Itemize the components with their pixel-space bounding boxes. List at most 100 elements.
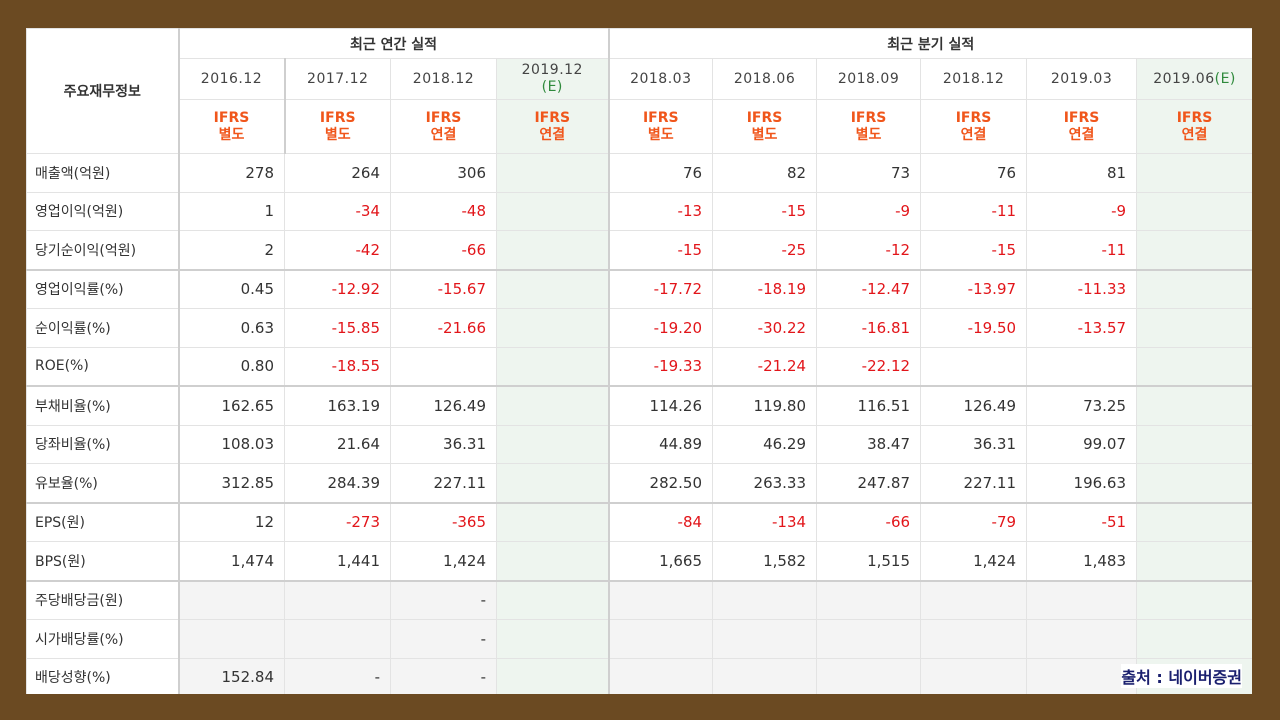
data-cell: -273	[284, 501, 391, 542]
ifrs-label: IFRS	[642, 109, 679, 126]
data-cell: -16.81	[816, 308, 922, 348]
data-cell: -19.50	[920, 308, 1028, 348]
data-cell: -66	[390, 230, 497, 270]
quarterly-group-header: 최근 분기 실적	[608, 28, 1252, 59]
ifrs-label: IFRS	[213, 109, 250, 126]
data-cell: 36.31	[920, 424, 1028, 464]
data-cell: 282.50	[608, 463, 714, 503]
data-cell: -	[390, 619, 497, 659]
data-cell	[495, 579, 610, 620]
data-cell: -	[284, 657, 391, 694]
data-cell: -15.67	[390, 268, 497, 309]
data-cell	[1136, 385, 1252, 426]
data-cell	[1026, 579, 1138, 620]
data-cell	[712, 579, 818, 620]
data-cell: 73	[816, 153, 922, 193]
data-cell	[495, 619, 610, 659]
ifrs-label: IFRS	[746, 109, 783, 126]
metric-label: 영업이익률(%)	[26, 268, 180, 309]
data-cell	[495, 308, 610, 348]
accounting-standard-header: IFRS 연결	[495, 99, 610, 154]
data-cell: -	[390, 579, 497, 620]
data-cell: 108.03	[178, 424, 285, 464]
data-cell: -365	[390, 501, 497, 542]
data-cell	[1026, 657, 1138, 694]
data-cell: 278	[178, 153, 285, 193]
metric-label: 당기순이익(억원)	[26, 230, 180, 270]
data-cell: 227.11	[390, 463, 497, 503]
data-cell: 1,515	[816, 541, 922, 581]
metric-label: 시가배당률(%)	[26, 619, 180, 659]
data-cell: -134	[712, 501, 818, 542]
data-cell: 76	[920, 153, 1028, 193]
data-cell: -12	[816, 230, 922, 270]
period-header: 2018.12	[390, 58, 497, 100]
data-cell: -66	[816, 501, 922, 542]
table-row: ROE(%) 0.80 -18.55 -19.33 -21.24 -22.12	[26, 346, 1252, 387]
data-cell: 2	[178, 230, 285, 270]
data-cell: 36.31	[390, 424, 497, 464]
row-header-title: 주요재무정보	[26, 28, 180, 154]
table-row: 영업이익(억원) 1 -34 -48 -13 -15 -9 -11 -9	[26, 191, 1252, 231]
data-cell	[495, 153, 610, 193]
table-row: 시가배당률(%) -	[26, 619, 1252, 659]
data-cell	[495, 424, 610, 464]
data-cell: 263.33	[712, 463, 818, 503]
metric-label: EPS(원)	[26, 501, 180, 542]
period-header: 2018.12	[920, 58, 1028, 100]
data-cell	[1136, 230, 1252, 270]
accounting-standard-header: IFRS 연결	[390, 99, 497, 154]
period-date: 2018.12	[412, 70, 475, 87]
header-date-row: 2016.12 2017.12 2018.12 2019.12 (E) 2018.03 20…	[27, 58, 1252, 100]
data-cell: -12.47	[816, 268, 922, 309]
table-row: 주당배당금(원) -	[26, 579, 1252, 620]
period-date: 2019.12	[521, 62, 583, 78]
data-cell: 38.47	[816, 424, 922, 464]
data-cell: -21.24	[712, 346, 818, 387]
data-cell	[390, 346, 497, 387]
metric-label: 주당배당금(원)	[26, 579, 180, 620]
data-cell	[495, 346, 610, 387]
data-cell	[284, 619, 391, 659]
data-cell: 1,424	[920, 541, 1028, 581]
period-header: 2019.03	[1026, 58, 1138, 100]
data-cell: 264	[284, 153, 391, 193]
data-cell: 46.29	[712, 424, 818, 464]
data-cell: -19.33	[608, 346, 714, 387]
data-cell: 119.80	[712, 385, 818, 426]
financial-table-frame: 주요재무정보 최근 연간 실적 최근 분기 실적 2016.12 2017.12 2018…	[26, 28, 1252, 694]
data-cell	[1136, 268, 1252, 309]
header-ifrs-row: IFRS 별도 IFRS 별도 IFRS 연결 IFRS 연결 IFRS 별도 IFRS 별도 IFRS…	[27, 99, 1252, 154]
data-cell	[920, 346, 1028, 387]
estimate-marker: (E)	[541, 79, 563, 95]
data-cell	[284, 579, 391, 620]
basis-label: 연결	[1181, 126, 1208, 143]
basis-label: 연결	[1068, 126, 1095, 143]
ifrs-label: IFRS	[1063, 109, 1100, 126]
data-cell: 73.25	[1026, 385, 1138, 426]
data-cell: -18.19	[712, 268, 818, 309]
data-cell	[816, 579, 922, 620]
data-cell	[920, 579, 1028, 620]
data-cell: 284.39	[284, 463, 391, 503]
period-header: 2019.06(E)	[1136, 58, 1252, 100]
period-date: 2016.12	[200, 70, 263, 87]
ifrs-label: IFRS	[1176, 109, 1213, 126]
accounting-standard-header: IFRS 별도	[284, 99, 391, 154]
data-cell: 21.64	[284, 424, 391, 464]
data-cell: 196.63	[1026, 463, 1138, 503]
estimate-marker: (E)	[1214, 70, 1236, 87]
data-cell	[1136, 308, 1252, 348]
data-cell: 126.49	[390, 385, 497, 426]
data-cell: 81	[1026, 153, 1138, 193]
period-header: 2017.12	[284, 58, 391, 100]
data-cell: -22.12	[816, 346, 922, 387]
data-cell	[1136, 191, 1252, 231]
data-cell: -15.85	[284, 308, 391, 348]
ifrs-label: IFRS	[955, 109, 992, 126]
basis-label: 별도	[218, 126, 245, 143]
data-cell	[712, 619, 818, 659]
data-cell	[1136, 541, 1252, 581]
data-cell: -18.55	[284, 346, 391, 387]
period-date: 2018.06	[733, 70, 796, 87]
